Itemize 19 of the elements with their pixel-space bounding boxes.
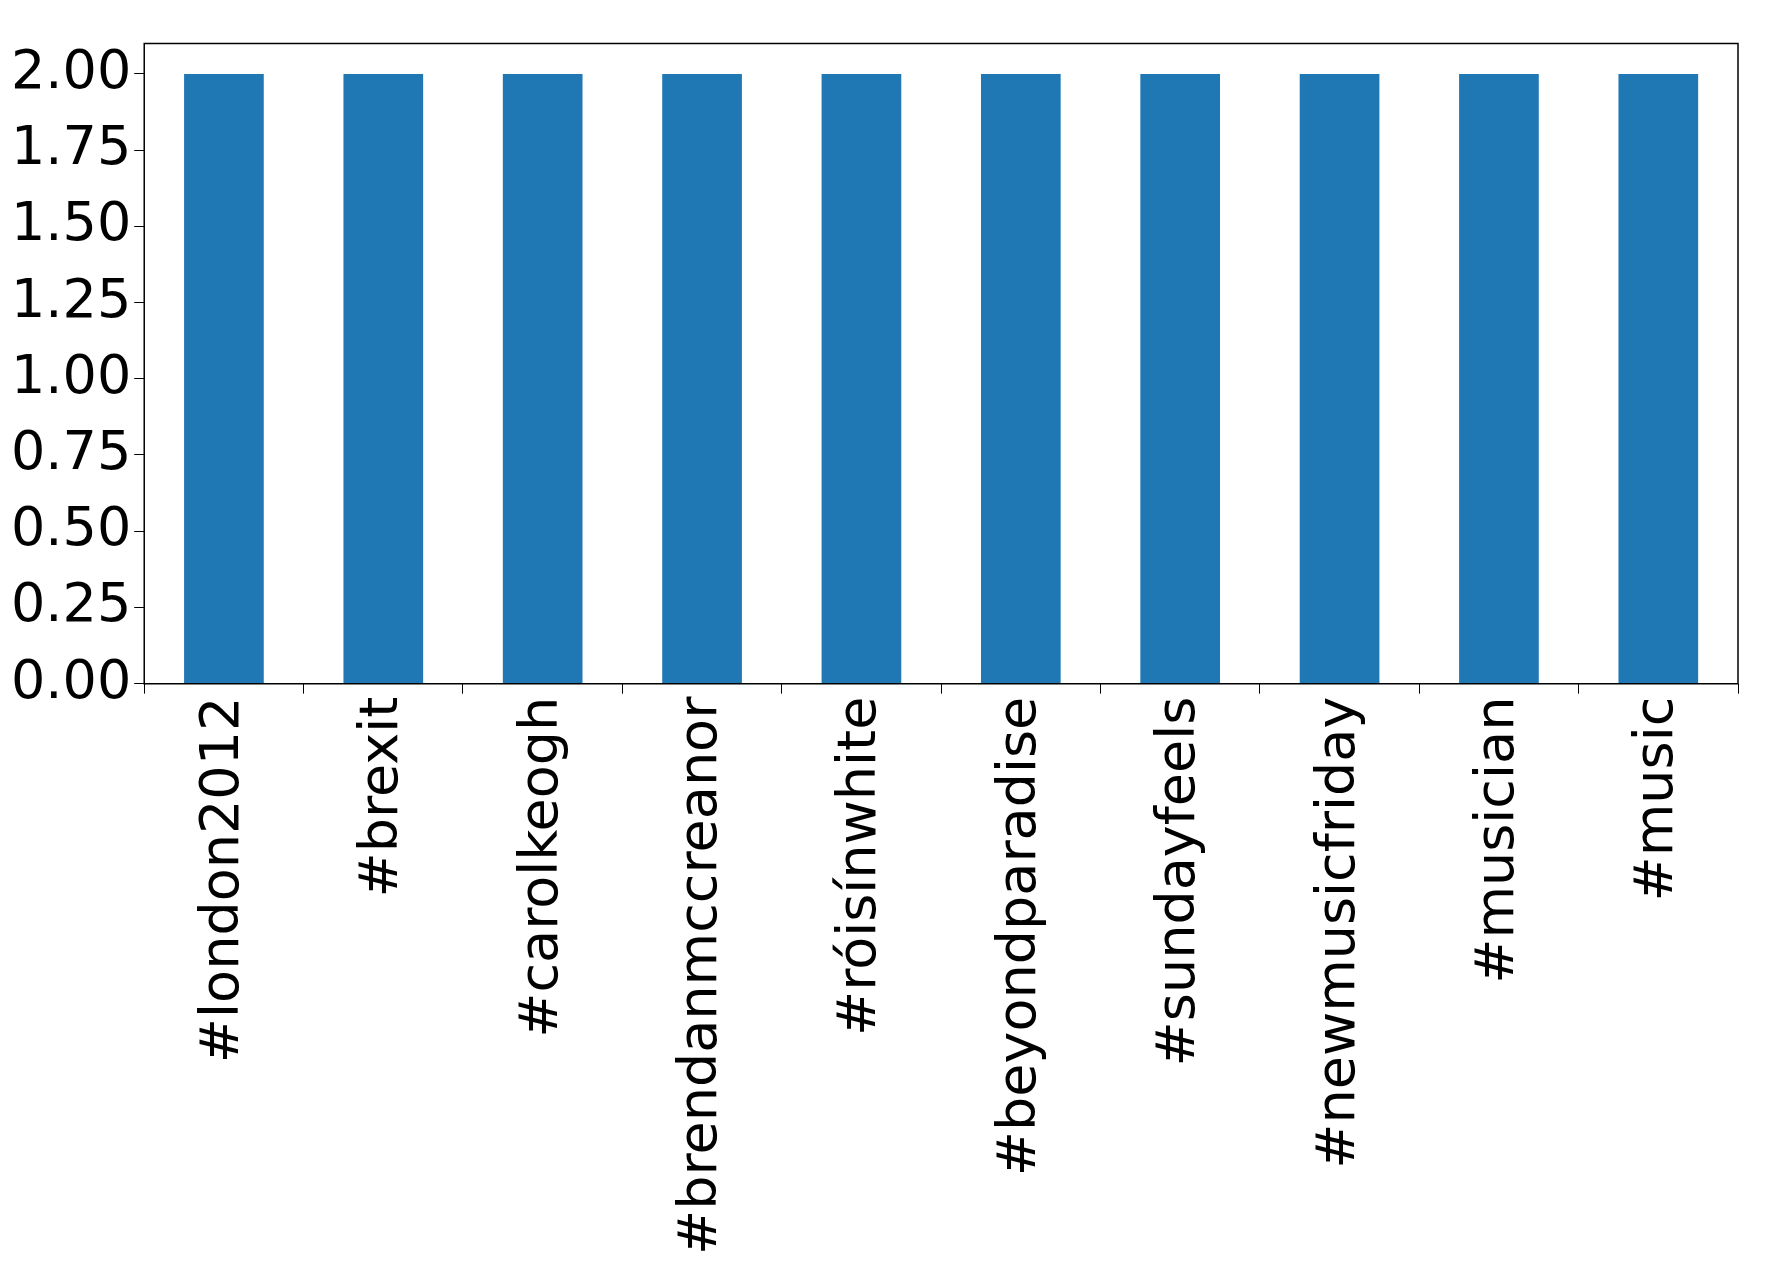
- x-tick-label: #brexit: [347, 696, 411, 898]
- y-tick-label: 1.50: [11, 190, 132, 254]
- x-tick-label: #musician: [1462, 696, 1526, 984]
- x-tick-label: #beyondparadise: [984, 696, 1048, 1177]
- y-tick-label: 0.25: [11, 571, 132, 635]
- y-tick-label: 0.00: [11, 647, 132, 711]
- x-tick-label: #brendanmccreanor: [666, 695, 730, 1256]
- x-tick-label: #sundayfeels: [1144, 696, 1208, 1067]
- y-tick-label: 0.75: [11, 419, 132, 483]
- y-tick-label: 1.75: [11, 114, 132, 178]
- y-tick-label: 1.00: [11, 342, 132, 406]
- y-tick-label: 0.50: [11, 495, 132, 559]
- y-tick-label: 1.25: [11, 266, 132, 330]
- x-tick-label: #carolkeogh: [506, 696, 570, 1038]
- x-tick-label: #newmusicfriday: [1303, 696, 1367, 1169]
- x-tick-label: #róisínwhite: [825, 696, 889, 1037]
- x-tick-label: #london2012: [187, 696, 251, 1064]
- y-tick-label: 2.00: [11, 37, 132, 101]
- x-tick-label: #music: [1622, 696, 1686, 902]
